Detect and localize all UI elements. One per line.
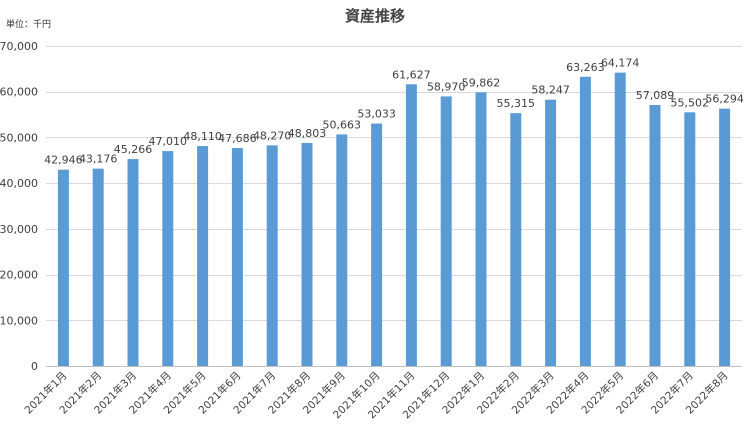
data-label: 48,270 [253, 129, 292, 142]
data-labels: 42,94643,17645,26647,01048,11047,68648,2… [44, 57, 744, 167]
bar [475, 92, 487, 366]
data-label: 53,033 [357, 108, 396, 121]
y-tick-label: 60,000 [0, 86, 38, 99]
data-label: 61,627 [392, 68, 431, 81]
bar [197, 146, 209, 366]
y-tick-label: 30,000 [0, 223, 38, 236]
bar [545, 99, 557, 366]
bar [266, 145, 278, 366]
bars [57, 72, 731, 367]
bar [127, 159, 139, 366]
data-label: 55,315 [497, 97, 536, 110]
bar [231, 148, 243, 366]
bar [405, 84, 417, 366]
y-tick-label: 40,000 [0, 177, 38, 190]
unit-label: 単位：千円 [6, 18, 51, 30]
bar [371, 123, 383, 366]
bar [162, 151, 174, 366]
bar [510, 113, 522, 366]
bar [719, 108, 731, 366]
data-label: 56,294 [705, 93, 744, 106]
bar [57, 169, 69, 366]
data-label: 57,089 [636, 89, 675, 102]
y-tick-label: 70,000 [0, 40, 38, 53]
y-tick-label: 50,000 [0, 131, 38, 144]
bar [579, 76, 591, 366]
y-axis-tick-labels: 0 10,000 20,000 30,000 40,000 50,000 60,000 70,… [0, 40, 38, 373]
data-label: 63,263 [566, 61, 605, 74]
data-label: 58,247 [531, 84, 570, 97]
bar [301, 142, 313, 366]
data-label: 47,686 [218, 132, 257, 145]
data-label: 64,174 [601, 57, 640, 70]
data-label: 45,266 [114, 143, 153, 156]
bar [614, 72, 626, 366]
y-tick-label: 0 [31, 360, 38, 373]
bar [440, 96, 452, 367]
data-label: 48,803 [288, 127, 327, 140]
bar [336, 134, 348, 366]
data-label: 47,010 [149, 135, 188, 148]
bar [92, 168, 104, 366]
chart-title: 資産推移 [345, 7, 405, 25]
gridlines [46, 46, 742, 321]
data-label: 50,663 [323, 118, 362, 131]
bar [684, 112, 696, 366]
x-axis-tick-labels: 2021年1月2021年2月2021年3月2021年4月2021年5月2021年… [22, 369, 731, 421]
bar [649, 105, 661, 366]
y-tick-label: 10,000 [0, 314, 38, 327]
y-tick-label: 20,000 [0, 269, 38, 282]
data-label: 59,862 [462, 76, 501, 89]
data-label: 43,176 [79, 153, 118, 166]
data-label: 55,502 [671, 96, 710, 109]
data-label: 48,110 [183, 130, 222, 143]
data-label: 42,946 [44, 154, 83, 167]
data-label: 58,970 [427, 80, 466, 93]
